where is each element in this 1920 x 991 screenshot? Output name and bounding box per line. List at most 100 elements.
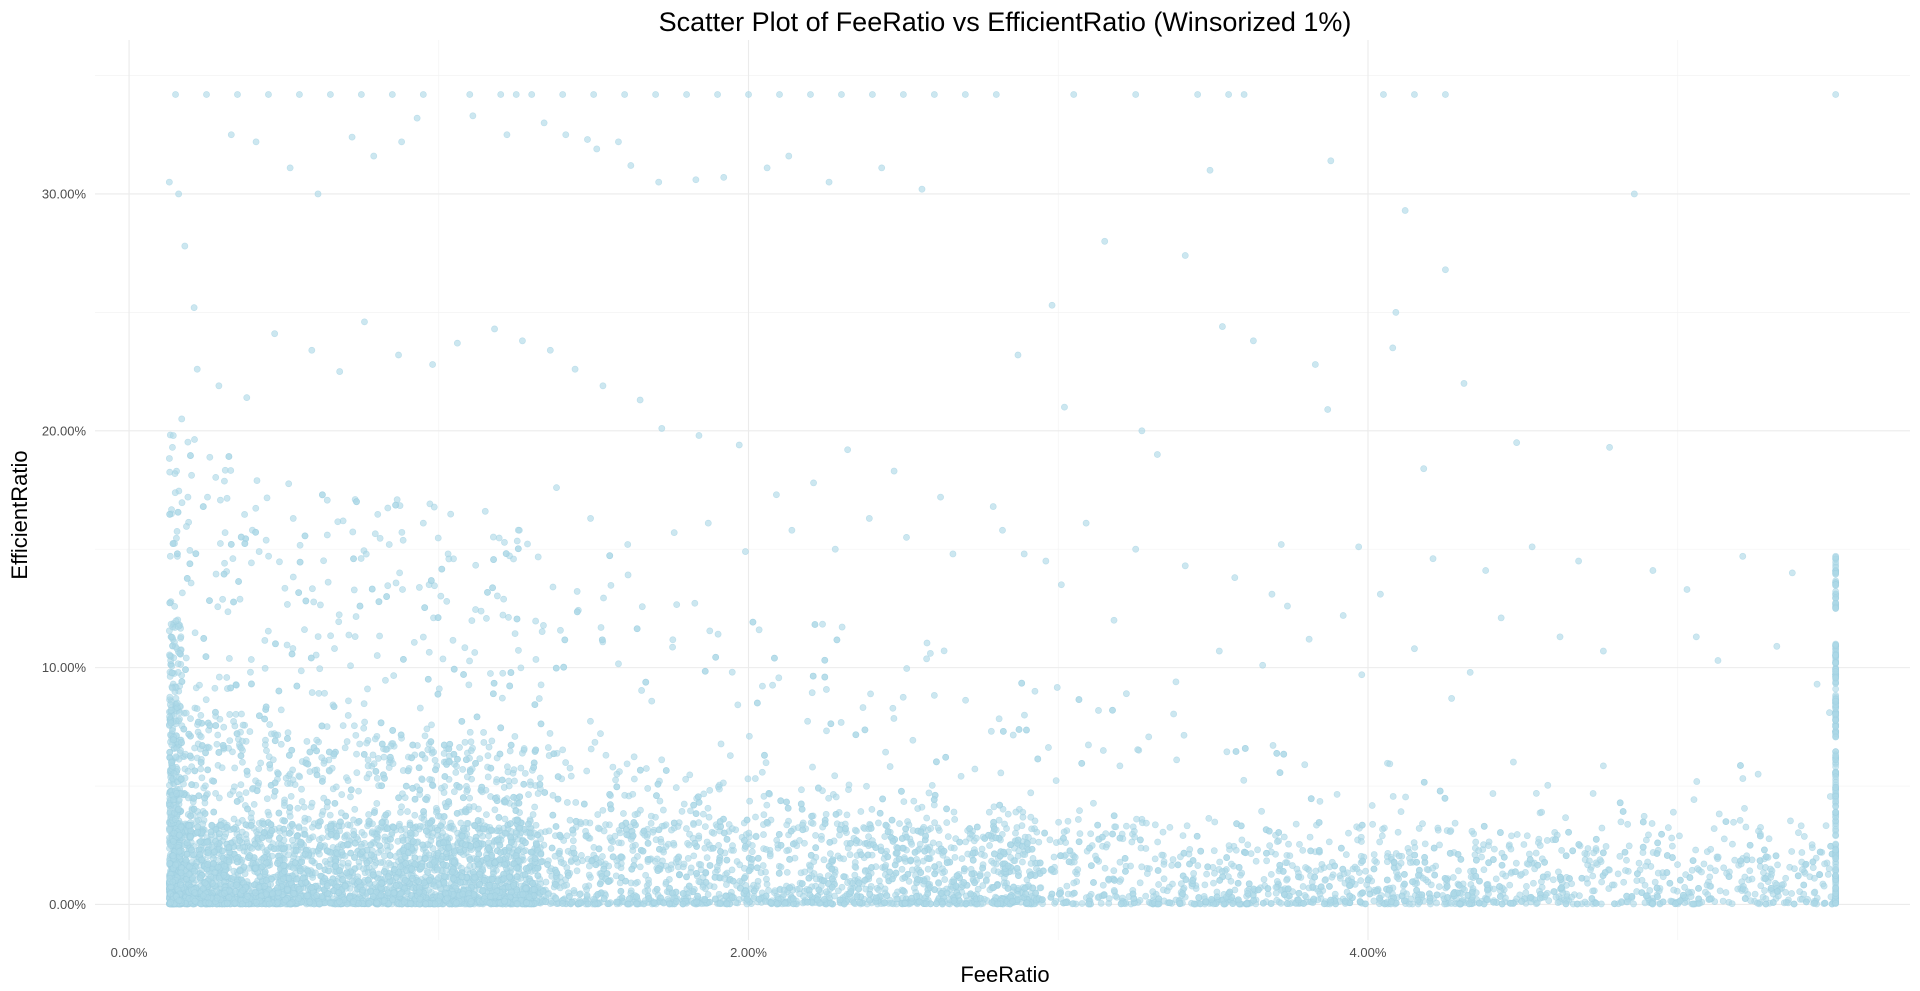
data-point [317, 601, 324, 609]
data-point [1020, 550, 1028, 558]
data-point [226, 737, 234, 745]
data-point [571, 365, 579, 373]
data-point [1455, 867, 1462, 875]
data-point [1393, 868, 1400, 876]
data-point [1061, 403, 1068, 411]
data-point [807, 91, 814, 98]
data-point [861, 825, 868, 832]
data-point [301, 626, 308, 634]
data-point [1362, 867, 1369, 875]
data-point [704, 519, 712, 527]
data-point [289, 645, 297, 652]
data-point [262, 536, 270, 544]
data-point [744, 775, 752, 783]
data-point [1181, 252, 1189, 259]
data-point [380, 753, 388, 761]
data-point [466, 91, 474, 98]
data-point [1306, 833, 1314, 841]
data-point [213, 740, 221, 748]
data-point [1252, 857, 1260, 865]
data-point [549, 583, 557, 591]
data-point [950, 844, 958, 852]
data-point [430, 503, 438, 511]
data-point [930, 691, 938, 699]
data-point [248, 559, 255, 567]
data-point [1154, 838, 1162, 846]
data-point [736, 861, 744, 869]
data-point [309, 833, 317, 841]
data-point [234, 91, 241, 98]
data-point [191, 436, 198, 443]
data-point [1376, 590, 1384, 598]
data-point [607, 581, 615, 589]
data-point [928, 781, 936, 789]
data-point [1138, 427, 1146, 435]
data-point [1442, 266, 1449, 274]
data-point [776, 91, 783, 98]
data-point [1589, 790, 1597, 797]
data-point [434, 534, 442, 542]
data-point [1441, 900, 1448, 908]
data-point [357, 555, 365, 562]
data-point [636, 396, 644, 404]
data-point [937, 493, 944, 501]
data-point [331, 645, 338, 652]
data-point [321, 689, 328, 697]
data-point [683, 91, 690, 98]
data-point [513, 537, 521, 545]
data-point [214, 603, 222, 611]
data-point [1101, 237, 1109, 245]
data-point [1116, 762, 1124, 770]
data-point [783, 868, 791, 876]
data-point [243, 394, 251, 402]
data-point [350, 586, 358, 594]
data-point [573, 867, 581, 875]
data-point [899, 91, 907, 98]
data-point [310, 598, 318, 606]
data-point [385, 541, 393, 548]
data-point [923, 655, 931, 663]
data-point [303, 738, 311, 745]
data-point [261, 664, 269, 672]
data-point [562, 131, 570, 139]
data-point [1301, 892, 1309, 899]
data-point [567, 772, 575, 780]
data-point [566, 764, 574, 772]
data-point [602, 751, 610, 759]
data-point [1052, 898, 1060, 905]
data-point [357, 91, 365, 98]
data-point [1681, 883, 1689, 891]
data-point [363, 739, 370, 747]
data-point [314, 190, 322, 198]
data-point [332, 783, 340, 791]
data-point [1132, 545, 1140, 553]
data-point [990, 803, 998, 811]
data-point [1042, 557, 1050, 565]
data-point [1194, 862, 1202, 869]
data-point [1267, 900, 1275, 907]
data-point [1053, 684, 1061, 691]
data-point [644, 785, 652, 792]
data-point [323, 531, 331, 539]
data-point [450, 788, 458, 796]
data-point [775, 674, 783, 682]
data-point [1648, 820, 1656, 827]
data-point [1013, 824, 1021, 831]
data-point [546, 346, 554, 354]
data-point [949, 550, 957, 558]
data-point [388, 91, 396, 98]
data-point [621, 91, 629, 98]
data-point [1132, 91, 1140, 98]
data-point [203, 91, 210, 98]
data-point [1797, 822, 1805, 830]
data-point [1761, 887, 1768, 894]
data-point [1751, 890, 1759, 898]
data-point [169, 443, 176, 451]
data-point [1707, 845, 1715, 853]
data-point [1370, 851, 1378, 858]
data-point [216, 496, 224, 504]
data-point [1460, 380, 1468, 387]
data-point [242, 789, 250, 796]
data-point [268, 852, 276, 860]
